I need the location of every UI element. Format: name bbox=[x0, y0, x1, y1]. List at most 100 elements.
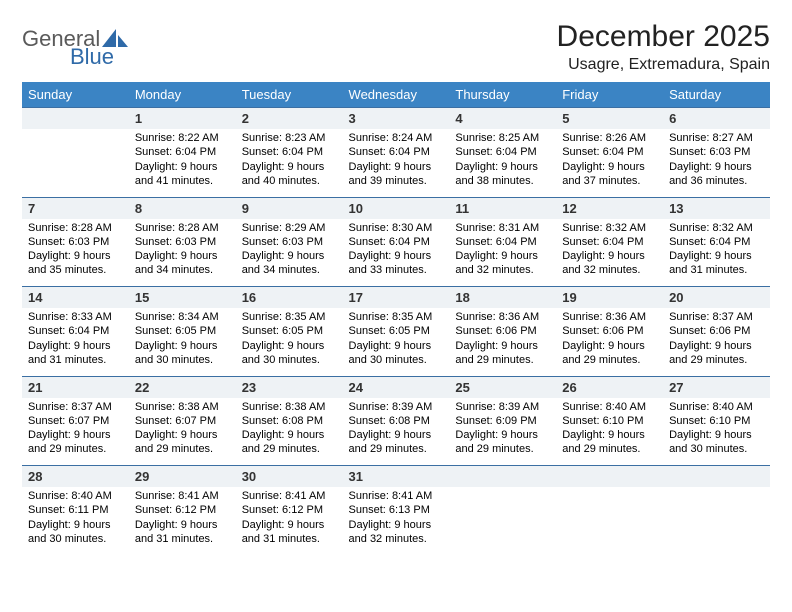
sunset-text: Sunset: 6:07 PM bbox=[28, 414, 123, 428]
daylight-text: Daylight: 9 hours and 31 minutes. bbox=[135, 518, 230, 547]
daylight-text: Daylight: 9 hours and 31 minutes. bbox=[669, 249, 764, 278]
sunrise-text: Sunrise: 8:26 AM bbox=[562, 131, 657, 145]
day-number: 23 bbox=[242, 380, 256, 395]
header: General December 2025 Usagre, Extremadur… bbox=[22, 20, 770, 74]
sunrise-text: Sunrise: 8:33 AM bbox=[28, 310, 123, 324]
day-number-cell bbox=[22, 108, 129, 130]
sunset-text: Sunset: 6:05 PM bbox=[349, 324, 444, 338]
day-number: 18 bbox=[455, 290, 469, 305]
sunrise-text: Sunrise: 8:35 AM bbox=[349, 310, 444, 324]
sunset-text: Sunset: 6:03 PM bbox=[669, 145, 764, 159]
sunset-text: Sunset: 6:06 PM bbox=[669, 324, 764, 338]
sunset-text: Sunset: 6:04 PM bbox=[349, 145, 444, 159]
daylight-text: Daylight: 9 hours and 29 minutes. bbox=[135, 428, 230, 457]
sunset-text: Sunset: 6:04 PM bbox=[562, 235, 657, 249]
content-row: Sunrise: 8:22 AMSunset: 6:04 PMDaylight:… bbox=[22, 129, 770, 197]
logo-text-blue: Blue bbox=[70, 44, 114, 69]
daylight-text: Daylight: 9 hours and 39 minutes. bbox=[349, 160, 444, 189]
day-number: 21 bbox=[28, 380, 42, 395]
day-header: Sunday bbox=[22, 82, 129, 108]
day-header: Monday bbox=[129, 82, 236, 108]
daynum-row: 21222324252627 bbox=[22, 376, 770, 398]
day-cell: Sunrise: 8:23 AMSunset: 6:04 PMDaylight:… bbox=[236, 129, 343, 197]
daylight-text: Daylight: 9 hours and 30 minutes. bbox=[669, 428, 764, 457]
day-cell: Sunrise: 8:37 AMSunset: 6:06 PMDaylight:… bbox=[663, 308, 770, 376]
sunset-text: Sunset: 6:03 PM bbox=[135, 235, 230, 249]
sunrise-text: Sunrise: 8:37 AM bbox=[669, 310, 764, 324]
day-number-cell: 21 bbox=[22, 376, 129, 398]
title-block: December 2025 Usagre, Extremadura, Spain bbox=[557, 20, 770, 74]
day-number: 25 bbox=[455, 380, 469, 395]
day-number-cell: 7 bbox=[22, 197, 129, 219]
sunset-text: Sunset: 6:06 PM bbox=[455, 324, 550, 338]
sunrise-text: Sunrise: 8:36 AM bbox=[562, 310, 657, 324]
day-number: 11 bbox=[455, 201, 469, 216]
day-number: 29 bbox=[135, 469, 149, 484]
day-cell bbox=[663, 487, 770, 555]
day-cell: Sunrise: 8:38 AMSunset: 6:07 PMDaylight:… bbox=[129, 398, 236, 466]
day-cell: Sunrise: 8:41 AMSunset: 6:13 PMDaylight:… bbox=[343, 487, 450, 555]
daylight-text: Daylight: 9 hours and 29 minutes. bbox=[28, 428, 123, 457]
sunrise-text: Sunrise: 8:38 AM bbox=[242, 400, 337, 414]
day-number-cell: 15 bbox=[129, 287, 236, 309]
day-number: 2 bbox=[242, 111, 249, 126]
day-number: 17 bbox=[349, 290, 363, 305]
day-cell: Sunrise: 8:40 AMSunset: 6:11 PMDaylight:… bbox=[22, 487, 129, 555]
day-number-cell: 30 bbox=[236, 466, 343, 488]
day-number: 30 bbox=[242, 469, 256, 484]
day-header: Wednesday bbox=[343, 82, 450, 108]
sunset-text: Sunset: 6:12 PM bbox=[242, 503, 337, 517]
day-cell: Sunrise: 8:39 AMSunset: 6:08 PMDaylight:… bbox=[343, 398, 450, 466]
day-cell: Sunrise: 8:22 AMSunset: 6:04 PMDaylight:… bbox=[129, 129, 236, 197]
day-number-cell: 4 bbox=[449, 108, 556, 130]
logo-blue-row: Blue bbox=[22, 44, 114, 70]
day-number-cell: 14 bbox=[22, 287, 129, 309]
daylight-text: Daylight: 9 hours and 35 minutes. bbox=[28, 249, 123, 278]
daylight-text: Daylight: 9 hours and 29 minutes. bbox=[349, 428, 444, 457]
day-header: Friday bbox=[556, 82, 663, 108]
daylight-text: Daylight: 9 hours and 29 minutes. bbox=[242, 428, 337, 457]
day-number-cell: 9 bbox=[236, 197, 343, 219]
sunset-text: Sunset: 6:04 PM bbox=[242, 145, 337, 159]
day-number: 19 bbox=[562, 290, 576, 305]
day-number: 28 bbox=[28, 469, 42, 484]
day-header: Thursday bbox=[449, 82, 556, 108]
day-number: 9 bbox=[242, 201, 249, 216]
day-cell: Sunrise: 8:37 AMSunset: 6:07 PMDaylight:… bbox=[22, 398, 129, 466]
day-number-cell: 17 bbox=[343, 287, 450, 309]
sunrise-text: Sunrise: 8:38 AM bbox=[135, 400, 230, 414]
day-cell bbox=[556, 487, 663, 555]
sunrise-text: Sunrise: 8:41 AM bbox=[135, 489, 230, 503]
sunset-text: Sunset: 6:05 PM bbox=[242, 324, 337, 338]
day-cell: Sunrise: 8:25 AMSunset: 6:04 PMDaylight:… bbox=[449, 129, 556, 197]
day-number-cell: 29 bbox=[129, 466, 236, 488]
daylight-text: Daylight: 9 hours and 34 minutes. bbox=[242, 249, 337, 278]
calendar-body: 123456Sunrise: 8:22 AMSunset: 6:04 PMDay… bbox=[22, 108, 770, 556]
sunset-text: Sunset: 6:04 PM bbox=[455, 145, 550, 159]
day-cell: Sunrise: 8:40 AMSunset: 6:10 PMDaylight:… bbox=[663, 398, 770, 466]
day-number: 16 bbox=[242, 290, 256, 305]
day-cell: Sunrise: 8:36 AMSunset: 6:06 PMDaylight:… bbox=[449, 308, 556, 376]
sunset-text: Sunset: 6:04 PM bbox=[28, 324, 123, 338]
day-number-cell: 18 bbox=[449, 287, 556, 309]
day-number: 14 bbox=[28, 290, 42, 305]
location: Usagre, Extremadura, Spain bbox=[557, 56, 770, 74]
day-number: 12 bbox=[562, 201, 576, 216]
sunset-text: Sunset: 6:06 PM bbox=[562, 324, 657, 338]
day-number-cell: 11 bbox=[449, 197, 556, 219]
sunset-text: Sunset: 6:12 PM bbox=[135, 503, 230, 517]
day-cell bbox=[22, 129, 129, 197]
day-cell: Sunrise: 8:28 AMSunset: 6:03 PMDaylight:… bbox=[129, 219, 236, 287]
sunrise-text: Sunrise: 8:40 AM bbox=[562, 400, 657, 414]
daylight-text: Daylight: 9 hours and 38 minutes. bbox=[455, 160, 550, 189]
sunrise-text: Sunrise: 8:41 AM bbox=[242, 489, 337, 503]
day-number-cell: 24 bbox=[343, 376, 450, 398]
daylight-text: Daylight: 9 hours and 30 minutes. bbox=[28, 518, 123, 547]
day-cell: Sunrise: 8:26 AMSunset: 6:04 PMDaylight:… bbox=[556, 129, 663, 197]
calendar-table: Sunday Monday Tuesday Wednesday Thursday… bbox=[22, 82, 770, 555]
day-number-cell: 8 bbox=[129, 197, 236, 219]
daynum-row: 78910111213 bbox=[22, 197, 770, 219]
sunrise-text: Sunrise: 8:22 AM bbox=[135, 131, 230, 145]
day-cell: Sunrise: 8:32 AMSunset: 6:04 PMDaylight:… bbox=[556, 219, 663, 287]
sunset-text: Sunset: 6:04 PM bbox=[669, 235, 764, 249]
